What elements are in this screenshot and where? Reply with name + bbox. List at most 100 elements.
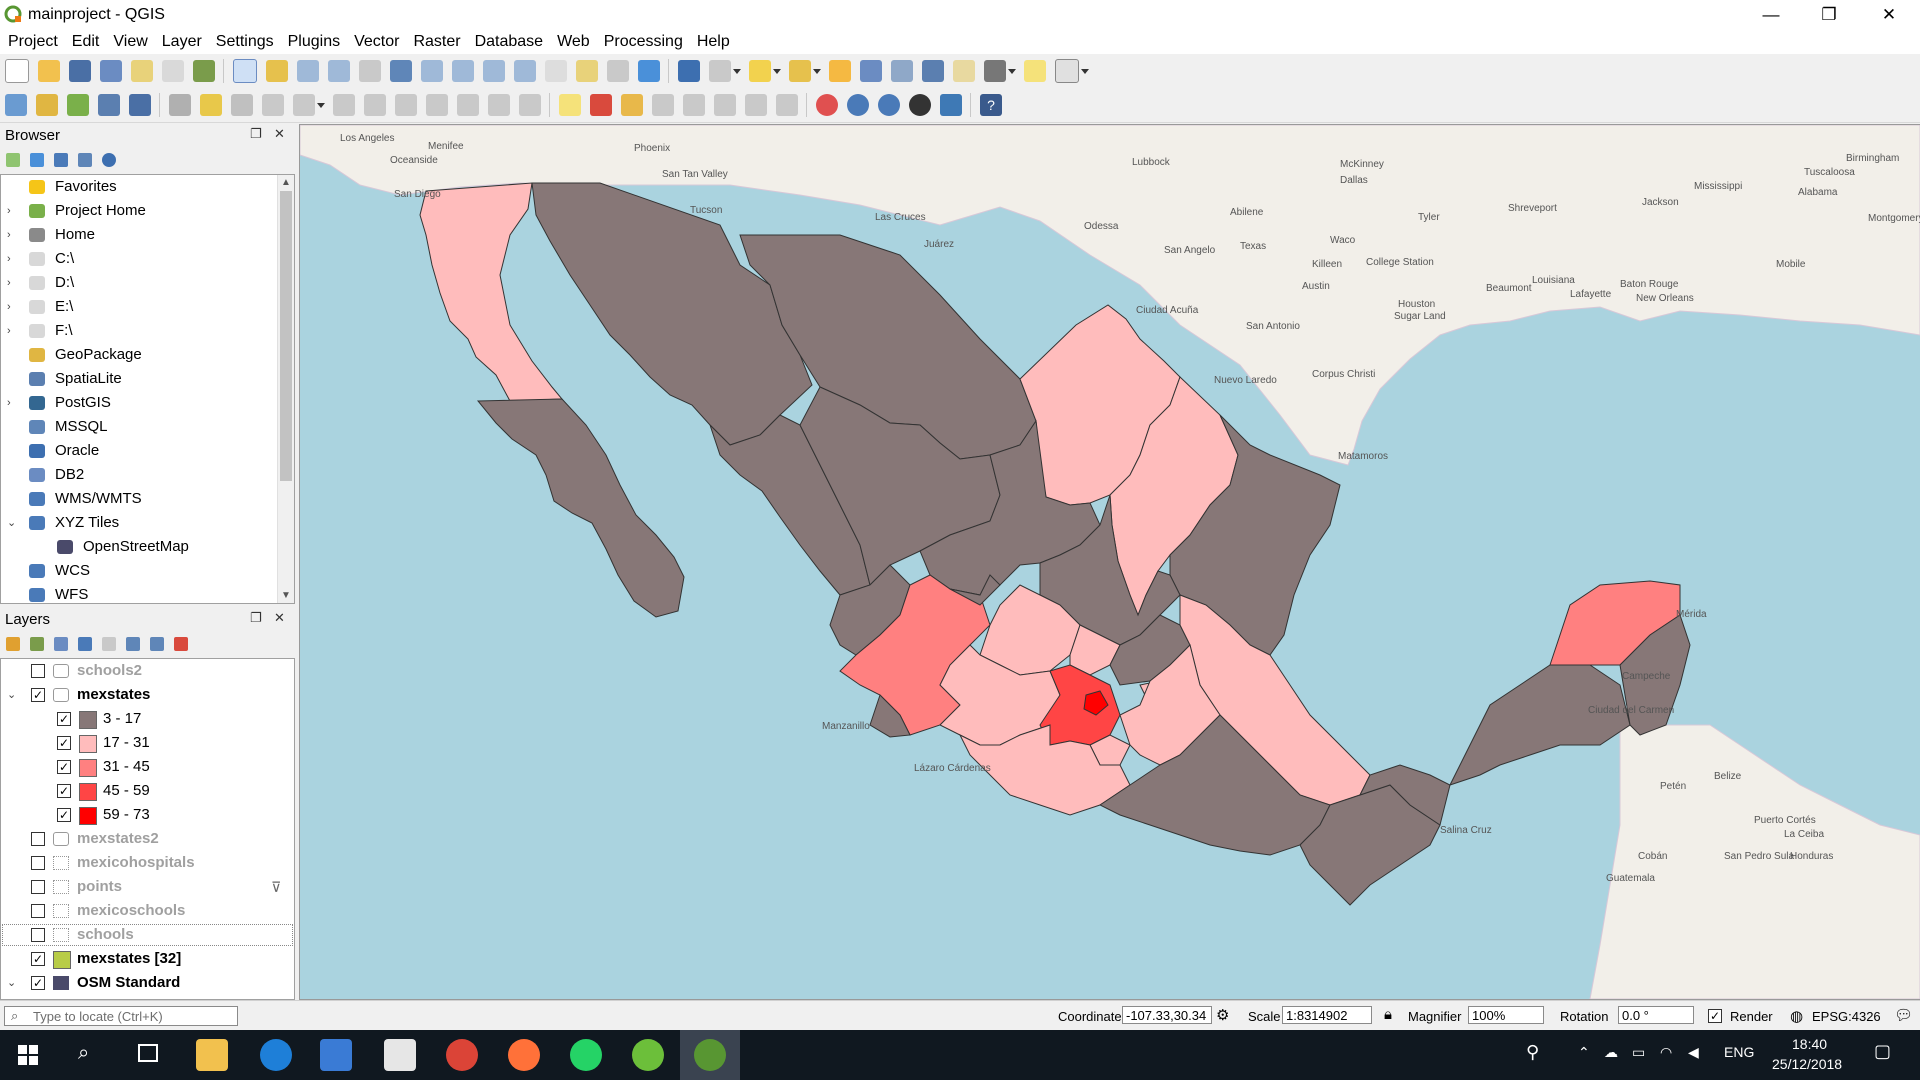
browser-item[interactable]: Favorites — [1, 175, 294, 199]
magnifier-field[interactable]: 100% — [1468, 1006, 1544, 1024]
layer-visibility-checkbox[interactable]: ✓ — [31, 976, 45, 990]
select-by-value-icon[interactable] — [789, 60, 811, 82]
filter-by-expression-icon[interactable] — [102, 637, 116, 651]
vertex-tool-icon[interactable] — [293, 94, 315, 116]
help-icon[interactable]: ? — [980, 94, 1002, 116]
add-group-icon[interactable] — [30, 637, 44, 651]
current-edits-icon[interactable] — [169, 94, 191, 116]
python-console-icon[interactable] — [940, 94, 962, 116]
browser-item[interactable]: OpenStreetMap — [1, 535, 294, 559]
open-project-icon[interactable] — [38, 60, 60, 82]
layer-item[interactable]: ✓ 59 - 73 — [1, 803, 294, 827]
qgis-taskbar-button[interactable] — [680, 1030, 740, 1080]
new-map-view-icon[interactable] — [545, 60, 567, 82]
layer-visibility-checkbox[interactable] — [31, 832, 45, 846]
expand-arrow-icon[interactable]: › — [7, 277, 11, 289]
add-selected-layers-icon[interactable] — [6, 153, 20, 167]
layer-visibility-checkbox[interactable]: ✓ — [57, 808, 71, 822]
chevron-up-icon[interactable]: ⌃ — [1578, 1044, 1590, 1060]
close-panel-icon[interactable]: ✕ — [274, 610, 285, 625]
menu-plugins[interactable]: Plugins — [287, 33, 341, 50]
layer-visibility-checkbox[interactable] — [31, 880, 45, 894]
wifi-icon[interactable]: ◠ — [1660, 1044, 1673, 1060]
layer-visibility-checkbox[interactable]: ✓ — [31, 952, 45, 966]
menu-project[interactable]: Project — [8, 33, 58, 50]
modify-attributes-icon[interactable] — [333, 94, 355, 116]
browser-item[interactable]: › C:\ — [1, 247, 294, 271]
map-canvas[interactable]: Los Angeles Menifee Oceanside San Diego Phoe… — [299, 124, 1920, 1000]
browser-item[interactable]: GeoPackage — [1, 343, 294, 367]
refresh-icon[interactable] — [638, 60, 660, 82]
statistical-summary-icon[interactable] — [953, 60, 975, 82]
chevron-down-icon[interactable] — [733, 68, 741, 74]
rotation-field[interactable]: 0.0 ° — [1618, 1006, 1694, 1024]
save-as-icon[interactable] — [100, 60, 122, 82]
collapse-all-icon[interactable] — [78, 153, 92, 167]
browser-item[interactable]: Oracle — [1, 439, 294, 463]
float-panel-icon[interactable]: ❐ — [250, 126, 262, 141]
close-button[interactable]: ✕ — [1881, 5, 1897, 24]
expand-arrow-icon[interactable]: › — [7, 253, 11, 265]
expand-arrow-icon[interactable]: › — [7, 325, 11, 337]
lock-icon[interactable]: 🔒︎ — [1384, 1006, 1392, 1023]
windows-start-icon[interactable] — [18, 1045, 38, 1065]
task-view-icon[interactable] — [138, 1044, 158, 1062]
wcs-globe-icon[interactable] — [878, 94, 900, 116]
volume-icon[interactable]: ◀ — [1688, 1044, 1699, 1060]
chevron-down-icon[interactable] — [1008, 68, 1016, 74]
field-calculator-icon[interactable] — [891, 60, 913, 82]
menu-database[interactable]: Database — [474, 33, 544, 50]
crs-label[interactable]: EPSG:4326 — [1812, 1009, 1881, 1024]
help-plugin-icon[interactable] — [816, 94, 838, 116]
close-panel-icon[interactable]: ✕ — [274, 126, 285, 141]
zoom-full-icon[interactable] — [390, 60, 412, 82]
minimize-button[interactable]: — — [1762, 5, 1780, 24]
layer-item[interactable]: ✓ mexstates [32] — [1, 947, 294, 971]
select-features-icon[interactable] — [749, 60, 771, 82]
crs-globe-icon[interactable]: ◍ — [1790, 1008, 1804, 1025]
menu-settings[interactable]: Settings — [215, 33, 274, 50]
scrollbar-thumb[interactable] — [280, 191, 292, 481]
coordinate-field[interactable]: -107.33,30.34 — [1122, 1006, 1212, 1024]
firefox-icon[interactable] — [508, 1039, 540, 1071]
expand-arrow-icon[interactable]: ⌄ — [7, 689, 17, 701]
layer-item[interactable]: ✓ 45 - 59 — [1, 779, 294, 803]
info-icon[interactable] — [102, 153, 116, 167]
run-feature-action-icon[interactable] — [709, 60, 731, 82]
mail-icon[interactable] — [384, 1039, 416, 1071]
new-geopackage-layer-icon[interactable] — [36, 94, 58, 116]
layer-item[interactable]: schools2 — [1, 659, 294, 683]
layer-visibility-checkbox[interactable] — [31, 928, 45, 942]
delete-selected-icon[interactable] — [364, 94, 386, 116]
new-print-layout-icon[interactable] — [131, 60, 153, 82]
measure-line-icon[interactable] — [984, 60, 1006, 82]
layer-item[interactable]: ⌄ ✓ mexstates — [1, 683, 294, 707]
filter-icon[interactable]: ⊽ — [271, 879, 282, 895]
layer-item[interactable]: schools — [1, 923, 294, 947]
menu-edit[interactable]: Edit — [71, 33, 100, 50]
store-icon[interactable] — [320, 1039, 352, 1071]
clock-time[interactable]: 18:40 — [1792, 1036, 1828, 1052]
scale-field[interactable]: 1:8314902 — [1282, 1006, 1372, 1024]
cut-features-icon[interactable] — [395, 94, 417, 116]
layer-visibility-checkbox[interactable]: ✓ — [57, 784, 71, 798]
collapse-all-icon[interactable] — [150, 637, 164, 651]
messages-icon[interactable]: 💬︎ — [1894, 1007, 1914, 1024]
pan-icon[interactable] — [233, 59, 257, 83]
chevron-down-icon[interactable] — [317, 102, 325, 108]
expand-arrow-icon[interactable]: › — [7, 205, 11, 217]
move-label-icon[interactable] — [714, 94, 736, 116]
layer-item[interactable]: ⌄ ✓ OSM Standard — [1, 971, 294, 995]
expand-all-icon[interactable] — [126, 637, 140, 651]
menu-vector[interactable]: Vector — [354, 33, 400, 50]
search-icon[interactable]: ⌕ — [78, 1042, 90, 1064]
layer-visibility-checkbox[interactable]: ✓ — [57, 760, 71, 774]
layer-visibility-checkbox[interactable]: ✓ — [57, 712, 71, 726]
deselect-all-icon[interactable] — [829, 60, 851, 82]
layer-item[interactable]: points ⊽ — [1, 875, 294, 899]
edge-browser-icon[interactable] — [260, 1039, 292, 1071]
zoom-out-icon[interactable] — [328, 60, 350, 82]
browser-item[interactable]: SpatiaLite — [1, 367, 294, 391]
restore-button[interactable]: ❐ — [1821, 5, 1837, 24]
refresh-icon[interactable] — [30, 153, 44, 167]
